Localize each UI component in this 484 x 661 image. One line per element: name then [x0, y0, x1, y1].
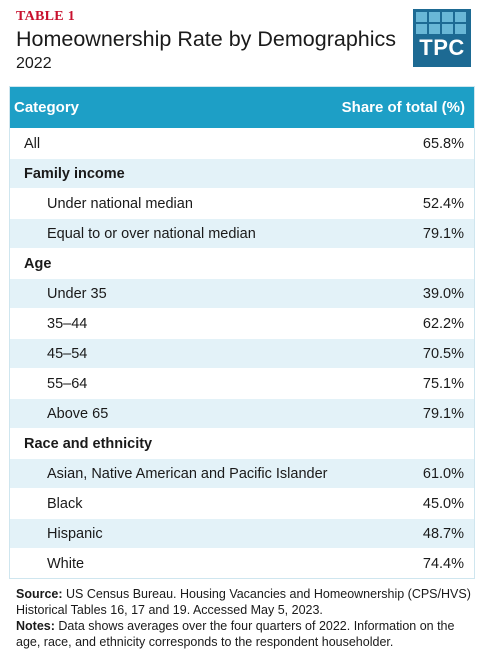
logo-text: TPC: [419, 35, 465, 60]
table-row: Equal to or over national median 79.1%: [10, 218, 474, 248]
footer-notes: Source: US Census Bureau. Housing Vacanc…: [16, 586, 476, 650]
table-row: 55–64 75.1%: [10, 368, 474, 398]
column-header-category: Category: [14, 99, 80, 116]
section-row: Race and ethnicity: [10, 428, 474, 458]
row-label: Race and ethnicity: [24, 435, 153, 452]
section-row: Age: [10, 248, 474, 278]
table-row: Above 65 79.1%: [10, 398, 474, 428]
section-row: Family income: [10, 158, 474, 188]
page-title: Homeownership Rate by Demographics: [16, 27, 397, 51]
row-value: 79.1%: [422, 405, 464, 422]
row-value: 62.2%: [422, 315, 464, 332]
table-row: Under national median 52.4%: [10, 188, 474, 218]
row-label: Equal to or over national median: [47, 225, 256, 242]
row-label: 55–64: [47, 375, 88, 392]
data-table: Category Share of total (%) All 65.8% Fami…: [9, 86, 475, 579]
row-label: Above 65: [47, 405, 109, 422]
notes-note: Notes: Data shows averages over the four…: [16, 619, 455, 649]
row-label: Hispanic: [47, 525, 103, 542]
row-label: Family income: [24, 165, 125, 182]
row-value: 70.5%: [422, 345, 464, 362]
table-row: Black 45.0%: [10, 488, 474, 518]
tpc-logo: TPC: [413, 9, 471, 67]
table-row: 45–54 70.5%: [10, 338, 474, 368]
source-note: Source: US Census Bureau. Housing Vacanc…: [16, 587, 471, 617]
row-value: 45.0%: [422, 495, 464, 512]
table-row: 35–44 62.2%: [10, 308, 474, 338]
row-value: 74.4%: [422, 555, 464, 572]
row-value: 39.0%: [422, 285, 464, 302]
row-value: 52.4%: [422, 195, 464, 212]
row-label: Asian, Native American and Pacific Islan…: [47, 465, 328, 482]
column-header-share: Share of total (%): [341, 99, 465, 116]
row-label: White: [47, 555, 85, 572]
table-row: Under 35 39.0%: [10, 278, 474, 308]
row-label: All: [24, 135, 41, 152]
row-label: Black: [47, 495, 83, 512]
table-row: Hispanic 48.7%: [10, 518, 474, 548]
table-row: Asian, Native American and Pacific Islan…: [10, 458, 474, 488]
table-header-row: Category Share of total (%): [10, 87, 474, 128]
row-label: 45–54: [47, 345, 88, 362]
header: TABLE 1 Homeownership Rate by Demographi…: [0, 0, 484, 96]
row-value: 48.7%: [422, 525, 464, 542]
row-label: Under national median: [47, 195, 193, 212]
row-label: 35–44: [47, 315, 88, 332]
table-row: White 74.4%: [10, 548, 474, 578]
row-value: 75.1%: [422, 375, 464, 392]
row-value: 65.8%: [422, 135, 464, 152]
row-label: Under 35: [47, 285, 107, 302]
page-subtitle: 2022: [16, 55, 52, 72]
table-body: All 65.8% Family income Under national medi…: [10, 128, 474, 578]
row-label: Age: [24, 255, 52, 272]
logo-squares-icon: [416, 12, 466, 34]
table-row: All 65.8%: [10, 128, 474, 158]
row-value: 61.0%: [422, 465, 464, 482]
row-value: 79.1%: [422, 225, 464, 242]
table-label: TABLE 1: [16, 9, 76, 24]
